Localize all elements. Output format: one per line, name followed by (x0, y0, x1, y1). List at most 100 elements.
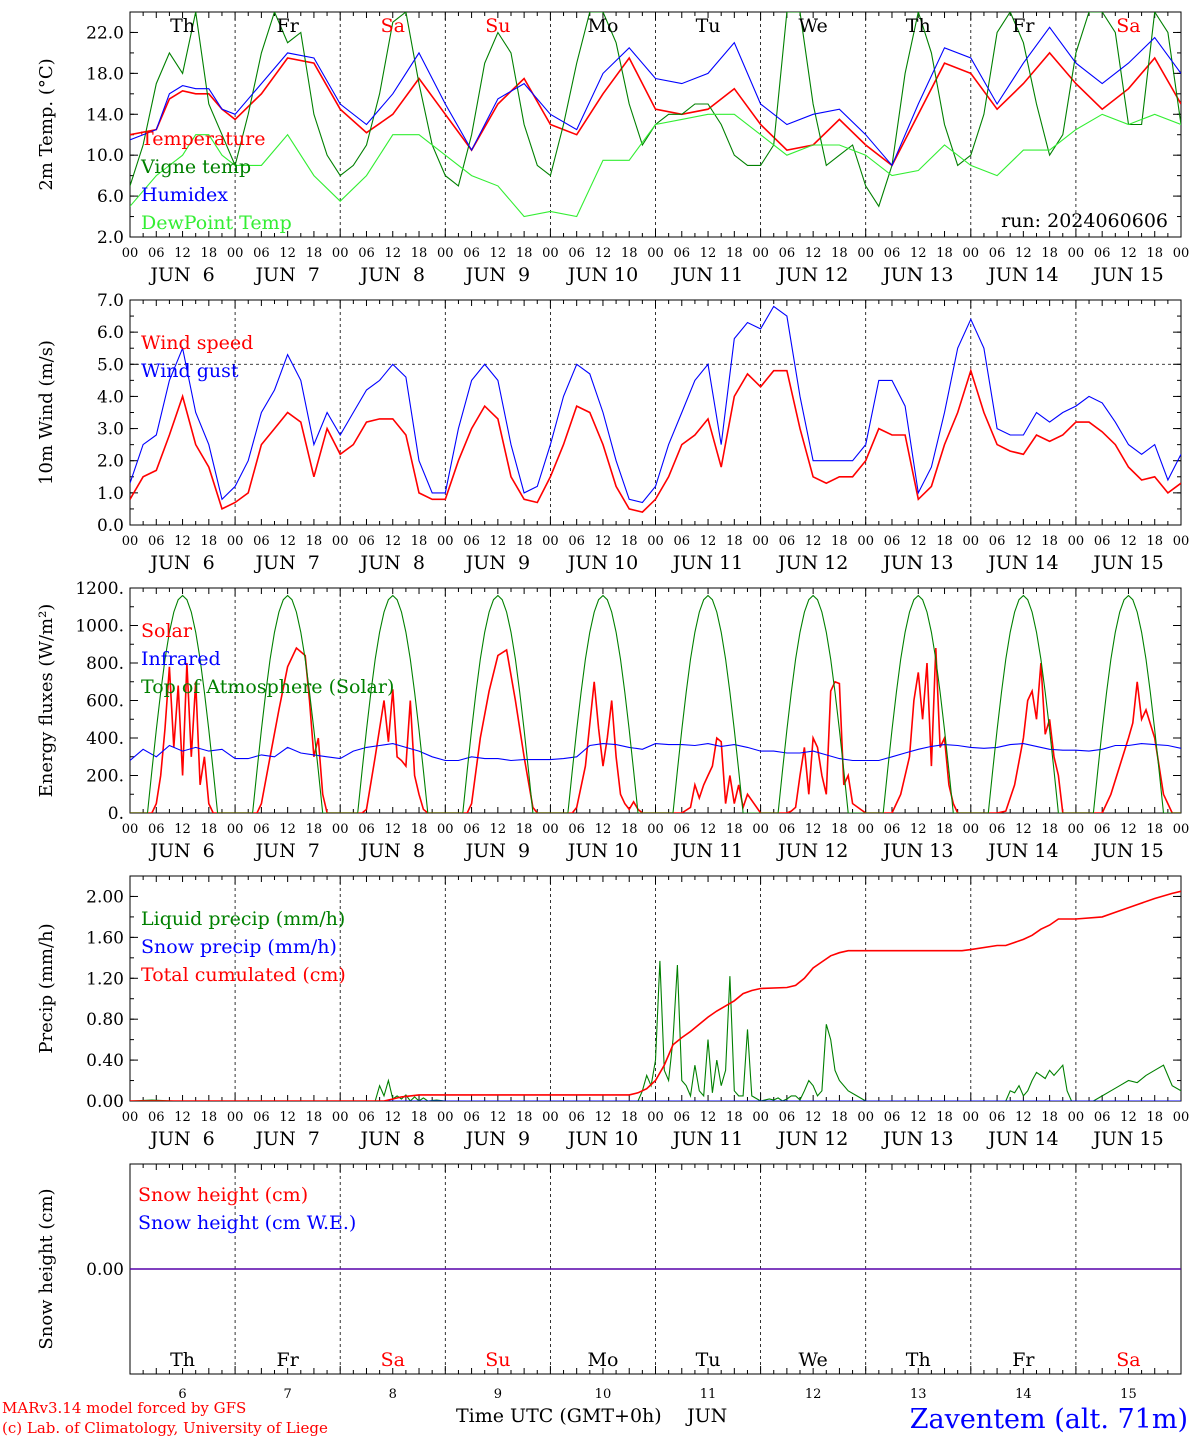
day-label: JUN 15 (1091, 840, 1163, 862)
y-tick-label: 0.80 (86, 1010, 124, 1030)
weekday-label: We (799, 1349, 828, 1371)
hour-tick-label: 00 (1173, 1110, 1190, 1125)
hour-tick-label: 18 (1146, 534, 1163, 549)
panel-snow: 0.00 Snow height (cm) Snow height (cm) Snow… (36, 1163, 1182, 1402)
weekday-label: Fr (1012, 15, 1035, 37)
series-group (130, 12, 1181, 218)
footer: MARv3.14 model forced by GFS (c) Lab. of … (2, 1399, 1188, 1437)
hour-tick-label: 18 (516, 1110, 533, 1125)
weekday-label: Mo (587, 15, 618, 37)
day-label: JUN 12 (776, 1128, 848, 1150)
date-label: 13 (910, 1387, 927, 1402)
day-label: JUN 10 (566, 1128, 638, 1150)
day-label: JUN 8 (359, 840, 425, 862)
hour-tick-label: 12 (1015, 246, 1032, 261)
legend-entry: Temperature (141, 128, 265, 150)
hour-tick-label: 06 (253, 246, 270, 261)
date-label: 10 (595, 1387, 612, 1402)
y-tick-label: 200. (86, 767, 124, 787)
hour-tick-label: 06 (148, 1110, 165, 1125)
hour-tick-label: 06 (358, 534, 375, 549)
hour-tick-label: 06 (989, 534, 1006, 549)
hour-tick-label: 00 (1068, 822, 1085, 837)
hour-tick-label: 12 (1015, 1110, 1032, 1125)
hour-tick-label: 12 (700, 246, 717, 261)
legend-entry: Infrared (141, 648, 221, 670)
hour-tick-label: 06 (884, 534, 901, 549)
day-label: JUN 9 (464, 552, 530, 574)
hour-tick-label: 18 (1041, 822, 1058, 837)
series-group (130, 890, 1181, 1101)
weekday-label: Sa (1116, 1349, 1140, 1371)
series-line-infrared (130, 743, 1181, 762)
day-label: JUN 14 (986, 840, 1058, 862)
hour-tick-label: 06 (779, 246, 796, 261)
hour-tick-label: 18 (621, 534, 638, 549)
hour-tick-label: 12 (805, 822, 822, 837)
y-tick-label: 4.0 (97, 387, 124, 407)
day-label: JUN 11 (671, 264, 743, 286)
date-label: 6 (178, 1387, 186, 1402)
hour-tick-label: 06 (884, 822, 901, 837)
y-tick-label: 1.20 (86, 969, 124, 989)
hour-tick-label: 18 (411, 1110, 428, 1125)
hour-tick-label: 06 (779, 534, 796, 549)
hour-tick-label: 12 (910, 1110, 927, 1125)
day-label: JUN 15 (1091, 264, 1163, 286)
hour-tick-label: 12 (490, 246, 507, 261)
panel-precip: 0.00 0.40 0.80 1.20 1.60 2.00 Precip (mm/h) Liq… (36, 875, 1190, 1150)
day-label: JUN 8 (359, 552, 425, 574)
hour-tick-label: 00 (542, 822, 559, 837)
hour-tick-label: 06 (253, 1110, 270, 1125)
hour-tick-label: 18 (201, 1110, 218, 1125)
series-line-total-cumulated-cm- (130, 890, 1181, 1101)
series-group (130, 305, 1181, 513)
hour-tick-label: 06 (568, 1110, 585, 1125)
hour-tick-label: 00 (1173, 246, 1190, 261)
y-tick-label: 6.0 (97, 323, 124, 343)
hour-tick-label: 12 (910, 822, 927, 837)
day-label: JUN 7 (253, 840, 319, 862)
location-title: Zaventem (alt. 71m) (910, 1404, 1188, 1435)
hour-tick-label: 18 (726, 1110, 743, 1125)
day-label: JUN 6 (148, 840, 214, 862)
hour-tick-label: 06 (674, 246, 691, 261)
day-label: JUN 6 (148, 1128, 214, 1150)
panel-flux: 0. 200. 400. 600. 800. 1000. 1200. Energy fluxe… (36, 579, 1189, 862)
hour-tick-label: 06 (463, 822, 480, 837)
day-label: JUN 13 (881, 552, 953, 574)
day-label: JUN 12 (776, 552, 848, 574)
hour-tick-label: 06 (674, 1110, 691, 1125)
legend-entry: Vigne temp (140, 156, 251, 178)
hour-tick-label: 00 (752, 246, 769, 261)
hour-tick-label: 18 (1146, 246, 1163, 261)
y-tick-label: 2.0 (97, 228, 124, 248)
legend-entry: Solar (141, 620, 193, 642)
hour-tick-label: 00 (1068, 1110, 1085, 1125)
weekday-label: Sa (381, 1349, 405, 1371)
y-axis-label: Energy fluxes (W/m²) (36, 604, 57, 798)
y-tick-label: 0.00 (86, 1260, 124, 1280)
day-label: JUN 14 (986, 1128, 1058, 1150)
hour-tick-label: 00 (963, 246, 980, 261)
hour-tick-label: 18 (621, 246, 638, 261)
y-tick-label: 600. (86, 692, 124, 712)
hour-tick-label: 06 (989, 1110, 1006, 1125)
hour-tick-label: 12 (805, 534, 822, 549)
day-label: JUN 14 (986, 264, 1058, 286)
legend-entry: Snow precip (mm/h) (141, 936, 337, 958)
series-line-dewpoint-temp (130, 113, 1181, 218)
hour-tick-label: 12 (910, 246, 927, 261)
series-line-wind-speed (130, 368, 1181, 513)
hour-tick-label: 18 (831, 1110, 848, 1125)
hour-tick-label: 18 (1041, 1110, 1058, 1125)
hour-tick-label: 12 (1120, 534, 1137, 549)
hour-tick-label: 18 (831, 822, 848, 837)
hour-tick-label: 06 (253, 822, 270, 837)
hour-tick-label: 18 (726, 534, 743, 549)
y-tick-label: 5.0 (97, 355, 124, 375)
hour-tick-label: 06 (989, 246, 1006, 261)
hour-tick-label: 18 (516, 534, 533, 549)
hour-tick-label: 12 (1015, 822, 1032, 837)
hour-tick-label: 12 (279, 1110, 296, 1125)
